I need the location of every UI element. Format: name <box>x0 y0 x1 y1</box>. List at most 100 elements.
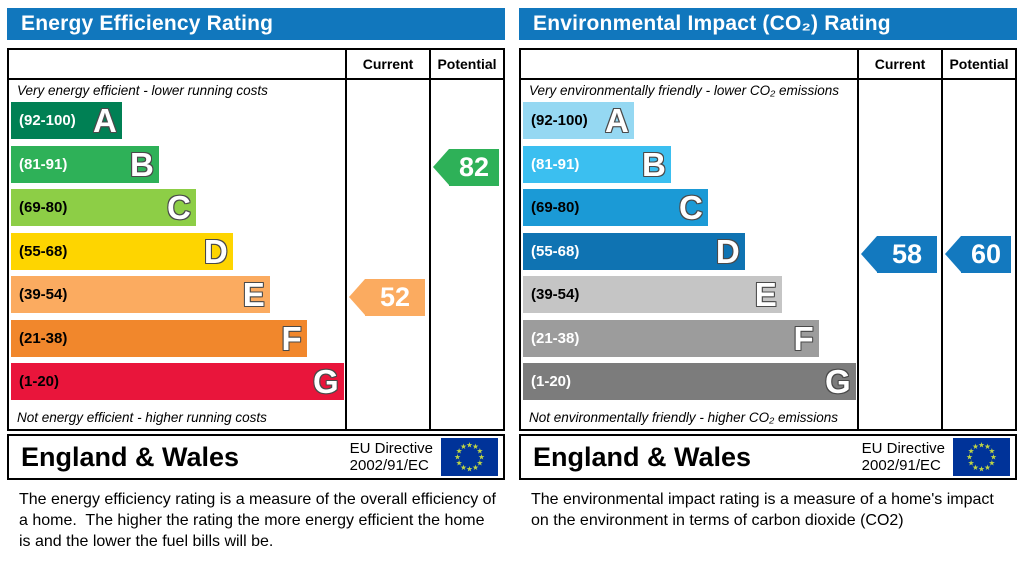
band-letter: A <box>605 102 629 139</box>
svg-text:★: ★ <box>460 463 467 472</box>
potential-column-header: Potential <box>941 50 1015 78</box>
current-rating-value: 52 <box>365 279 425 316</box>
eu-directive-line1: EU Directive <box>861 439 945 457</box>
band-bar: (69-80) C <box>523 189 708 226</box>
potential-rating-value: 60 <box>961 235 1011 273</box>
band-bar: (69-80) C <box>11 189 196 226</box>
band-letter: E <box>754 276 777 313</box>
region-footer: England & Wales EU Directive 2002/91/EC … <box>519 434 1017 480</box>
svg-text:★: ★ <box>472 463 479 472</box>
svg-text:★: ★ <box>984 463 991 472</box>
potential-rating-value: 82 <box>449 148 499 186</box>
eu-flag-icon: ★ ★★★★★★★★★★★ <box>441 438 498 476</box>
current-rating-value: 58 <box>877 235 937 273</box>
arrow-point <box>433 148 449 185</box>
band-bar: (1-20) G <box>11 363 344 400</box>
potential-value-column: 82 <box>429 80 503 429</box>
band-g: (1-20) G <box>521 363 857 407</box>
eu-directive-line2: 2002/91/EC <box>861 457 941 474</box>
rating-bands-area: Very environmentally friendly - lower CO… <box>521 80 857 429</box>
band-letter: F <box>281 319 302 357</box>
band-f: (21-38) F <box>521 319 857 364</box>
rating-column-header <box>9 50 345 78</box>
svg-text:★: ★ <box>466 441 473 450</box>
band-e: (39-54) E <box>9 276 345 320</box>
band-d: (55-68) D <box>9 232 345 277</box>
band-bar: (92-100) A <box>523 102 634 139</box>
environmental-impact-title-bar: Environmental Impact (CO₂) Rating <box>519 8 1017 40</box>
band-range-label: (39-54) <box>19 286 68 303</box>
svg-text:★: ★ <box>972 442 979 451</box>
chart-header-row: Current Potential <box>521 50 1015 80</box>
band-c: (69-80) C <box>521 189 857 233</box>
band-range-label: (55-68) <box>19 242 68 260</box>
svg-text:★: ★ <box>478 453 485 462</box>
environmental-impact-panel: Environmental Impact (CO₂) Rating Curren… <box>519 8 1017 552</box>
svg-text:★: ★ <box>972 463 979 472</box>
band-range-label: (92-100) <box>531 112 588 129</box>
current-column-header: Current <box>345 50 429 78</box>
current-rating-arrow: 52 <box>349 279 425 316</box>
band-letter: D <box>203 232 228 270</box>
potential-rating-arrow: 60 <box>945 235 1011 273</box>
band-letter: D <box>715 232 740 270</box>
potential-rating-arrow: 82 <box>433 148 499 186</box>
rating-column-header <box>521 50 857 78</box>
svg-text:★: ★ <box>456 447 463 456</box>
eu-directive-line1: EU Directive <box>349 439 433 457</box>
svg-text:★: ★ <box>966 453 973 462</box>
svg-text:★: ★ <box>456 459 463 468</box>
band-c: (69-80) C <box>9 189 345 233</box>
bottom-note: Not environmentally friendly - higher CO… <box>529 410 839 425</box>
band-letter: F <box>793 319 814 357</box>
band-bar: (55-68) D <box>11 232 233 270</box>
band-range-label: (1-20) <box>531 373 572 390</box>
svg-text:★: ★ <box>990 453 997 462</box>
current-rating-arrow: 58 <box>861 235 937 273</box>
band-list: (92-100) A (81-91) B (69-80) C (55-68) D (39-54)… <box>521 102 857 407</box>
region-label: England & Wales <box>533 441 752 472</box>
energy-efficiency-chart: Current Potential Very energy efficient … <box>7 48 505 431</box>
current-value-column: 58 <box>857 80 941 429</box>
eu-directive-label: EU Directive 2002/91/EC <box>862 440 953 475</box>
panel-title: Energy Efficiency Rating <box>21 12 274 35</box>
environmental-impact-description: The environmental impact rating is a mea… <box>531 491 999 529</box>
potential-value-column: 60 <box>941 80 1015 429</box>
band-d: (55-68) D <box>521 232 857 277</box>
svg-text:★: ★ <box>984 442 991 451</box>
band-b: (81-91) B <box>521 145 857 190</box>
arrow-point <box>349 279 365 315</box>
arrow-point <box>945 235 961 272</box>
svg-text:★: ★ <box>978 441 985 450</box>
eu-flag-icon: ★ ★★★★★★★★★★★ <box>953 438 1010 476</box>
band-range-label: (21-38) <box>531 329 580 347</box>
chart-body: Very environmentally friendly - lower CO… <box>521 80 1015 429</box>
eu-directive-line2: 2002/91/EC <box>349 457 429 474</box>
band-a: (92-100) A <box>521 102 857 146</box>
svg-text:★: ★ <box>989 447 996 456</box>
band-bar: (39-54) E <box>11 276 270 313</box>
band-e: (39-54) E <box>521 276 857 320</box>
band-range-label: (92-100) <box>19 112 76 129</box>
band-range-label: (21-38) <box>19 329 68 347</box>
svg-text:★: ★ <box>460 442 467 451</box>
svg-text:★: ★ <box>454 453 461 462</box>
band-range-label: (81-91) <box>531 155 580 173</box>
potential-column-header: Potential <box>429 50 503 78</box>
band-bar: (1-20) G <box>523 363 856 400</box>
svg-text:★: ★ <box>472 442 479 451</box>
chart-body: Very energy efficient - lower running co… <box>9 80 503 429</box>
band-range-label: (1-20) <box>19 373 60 390</box>
top-note: Very environmentally friendly - lower CO… <box>529 83 839 98</box>
svg-text:★: ★ <box>477 459 484 468</box>
environmental-impact-chart: Current Potential Very environmentally f… <box>519 48 1017 431</box>
band-bar: (39-54) E <box>523 276 782 313</box>
band-letter: G <box>824 363 851 400</box>
band-f: (21-38) F <box>9 319 345 364</box>
bottom-note: Not energy efficient - higher running co… <box>17 410 267 425</box>
arrow-point <box>861 235 877 272</box>
band-bar: (21-38) F <box>11 319 307 357</box>
svg-text:★: ★ <box>989 459 996 468</box>
energy-efficiency-description: The energy efficiency rating is a measur… <box>19 491 501 550</box>
band-letter: C <box>678 189 703 226</box>
